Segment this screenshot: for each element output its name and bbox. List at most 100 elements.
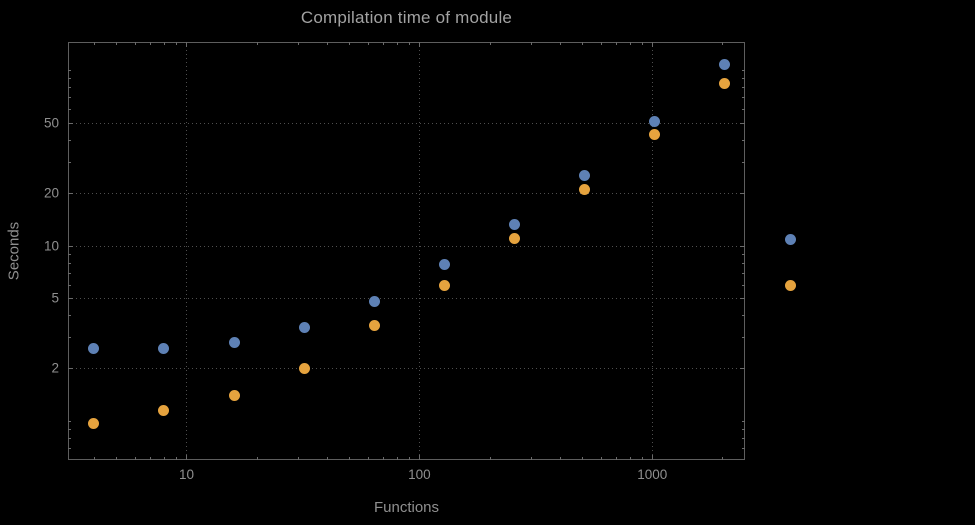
tick-mark bbox=[419, 455, 421, 460]
gridline-vertical bbox=[419, 42, 421, 460]
tick-mark bbox=[408, 42, 410, 45]
tick-mark bbox=[326, 457, 328, 460]
tick-mark bbox=[742, 421, 745, 423]
tick-mark bbox=[641, 42, 643, 45]
tick-mark bbox=[68, 438, 71, 440]
data-point bbox=[368, 320, 380, 332]
data-point bbox=[579, 183, 591, 195]
tick-mark bbox=[68, 123, 73, 125]
data-point bbox=[649, 116, 661, 128]
tick-mark bbox=[134, 42, 136, 45]
gridline-vertical bbox=[652, 42, 654, 460]
tick-mark bbox=[489, 42, 491, 45]
data-point bbox=[438, 259, 450, 271]
y-tick-label: 20 bbox=[43, 185, 59, 201]
tick-mark bbox=[616, 457, 618, 460]
tick-mark bbox=[150, 457, 152, 460]
tick-mark bbox=[742, 429, 745, 431]
tick-mark bbox=[740, 368, 745, 370]
tick-mark bbox=[742, 284, 745, 286]
tick-mark bbox=[186, 455, 188, 460]
tick-mark bbox=[742, 448, 745, 450]
data-point bbox=[368, 296, 380, 308]
tick-mark bbox=[742, 70, 745, 72]
x-tick-label: 1000 bbox=[637, 467, 668, 482]
gridline-horizontal bbox=[68, 123, 745, 125]
tick-mark bbox=[68, 140, 71, 142]
data-point bbox=[158, 342, 170, 354]
tick-mark bbox=[116, 42, 118, 45]
tick-mark bbox=[256, 42, 258, 45]
tick-mark bbox=[740, 192, 745, 194]
data-point bbox=[298, 322, 310, 334]
tick-mark bbox=[600, 42, 602, 45]
tick-mark bbox=[742, 315, 745, 317]
legend-marker-series-2 bbox=[784, 280, 796, 292]
data-point bbox=[228, 389, 240, 401]
tick-mark bbox=[326, 42, 328, 45]
tick-mark bbox=[396, 457, 398, 460]
tick-mark bbox=[740, 123, 745, 125]
tick-mark bbox=[349, 457, 351, 460]
tick-mark bbox=[722, 457, 724, 460]
gridline-horizontal bbox=[68, 368, 745, 370]
tick-mark bbox=[175, 42, 177, 45]
tick-mark bbox=[68, 70, 71, 72]
tick-mark bbox=[68, 262, 71, 264]
data-point bbox=[228, 337, 240, 349]
plot-frame bbox=[68, 42, 745, 460]
tick-mark bbox=[742, 140, 745, 142]
tick-mark bbox=[742, 109, 745, 111]
tick-mark bbox=[652, 455, 654, 460]
tick-mark bbox=[530, 42, 532, 45]
tick-mark bbox=[582, 457, 584, 460]
tick-mark bbox=[742, 78, 745, 80]
tick-mark bbox=[68, 109, 71, 111]
tick-mark bbox=[163, 42, 165, 45]
tick-mark bbox=[68, 448, 71, 450]
tick-mark bbox=[68, 162, 71, 163]
data-point bbox=[508, 219, 520, 231]
tick-mark bbox=[297, 457, 299, 460]
tick-mark bbox=[68, 429, 71, 431]
gridline-horizontal bbox=[68, 298, 745, 300]
tick-mark bbox=[419, 42, 421, 47]
tick-mark bbox=[396, 42, 398, 45]
tick-mark bbox=[349, 42, 351, 45]
tick-mark bbox=[68, 245, 73, 247]
tick-mark bbox=[68, 192, 73, 194]
chart-title: Compilation time of module bbox=[300, 8, 513, 27]
tick-mark bbox=[742, 272, 745, 274]
tick-mark bbox=[742, 97, 745, 99]
tick-mark bbox=[93, 457, 95, 460]
y-tick-label: 50 bbox=[43, 115, 59, 131]
gridline-horizontal bbox=[68, 192, 745, 194]
y-tick-label: 2 bbox=[51, 360, 59, 376]
y-tick-label: 5 bbox=[51, 290, 59, 306]
x-tick-label: 10 bbox=[178, 467, 194, 482]
tick-mark bbox=[68, 298, 73, 300]
tick-mark bbox=[742, 253, 745, 255]
tick-mark bbox=[150, 42, 152, 45]
tick-mark bbox=[559, 457, 561, 460]
tick-mark bbox=[616, 42, 618, 45]
tick-mark bbox=[68, 78, 71, 80]
tick-mark bbox=[93, 42, 95, 45]
tick-mark bbox=[742, 162, 745, 163]
tick-mark bbox=[68, 272, 71, 274]
tick-mark bbox=[175, 457, 177, 460]
data-point bbox=[508, 232, 520, 244]
gridline-horizontal bbox=[68, 245, 745, 247]
tick-mark bbox=[186, 42, 188, 47]
data-point bbox=[719, 78, 731, 90]
tick-mark bbox=[68, 315, 71, 317]
x-axis-label: Functions bbox=[373, 499, 440, 516]
tick-mark bbox=[742, 87, 745, 89]
plot-area bbox=[68, 42, 745, 460]
tick-mark bbox=[68, 87, 71, 89]
tick-mark bbox=[742, 438, 745, 440]
tick-mark bbox=[68, 97, 71, 99]
tick-mark bbox=[134, 457, 136, 460]
data-point bbox=[719, 58, 731, 70]
